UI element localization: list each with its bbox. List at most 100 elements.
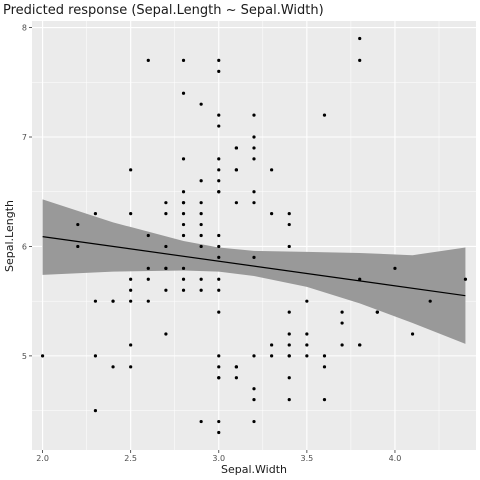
data-point: [199, 212, 203, 216]
data-point: [93, 299, 98, 303]
data-point: [217, 190, 221, 194]
data-point: [199, 201, 203, 205]
data-point: [164, 212, 168, 216]
data-point: [217, 310, 221, 314]
data-point: [181, 266, 186, 270]
data-point: [76, 222, 80, 227]
data-point: [164, 288, 168, 292]
data-point: [199, 102, 203, 106]
data-point: [164, 244, 168, 249]
data-point: [217, 255, 221, 259]
data-point: [234, 201, 238, 205]
data-point: [181, 157, 186, 161]
data-point: [129, 299, 133, 303]
data-point: [287, 332, 291, 336]
data-point: [93, 409, 98, 413]
data-point: [217, 354, 221, 358]
data-point: [217, 376, 221, 380]
data-point: [199, 288, 203, 292]
data-point: [181, 277, 186, 281]
data-point: [287, 244, 291, 249]
data-point: [181, 212, 186, 216]
data-point: [358, 58, 362, 62]
data-point: [217, 365, 221, 369]
data-point: [129, 288, 133, 292]
data-point: [252, 113, 256, 117]
data-point: [164, 201, 168, 205]
data-point: [181, 58, 186, 62]
data-point: [305, 332, 309, 336]
data-point: [129, 365, 133, 369]
data-point: [287, 343, 291, 347]
data-point: [270, 168, 274, 172]
data-point: [270, 212, 274, 216]
data-point: [199, 419, 203, 424]
data-point: [217, 277, 221, 281]
data-point: [305, 354, 309, 358]
data-point: [217, 179, 221, 183]
data-point: [322, 354, 327, 358]
data-point: [305, 299, 309, 303]
data-point: [252, 146, 256, 150]
data-point: [146, 299, 150, 303]
data-point: [93, 212, 98, 216]
data-point: [287, 310, 291, 314]
x-tick-label: 4.0: [389, 454, 402, 463]
data-point: [340, 321, 344, 325]
data-point: [217, 157, 221, 161]
data-point: [199, 244, 203, 249]
data-point: [199, 179, 203, 183]
data-point: [287, 354, 291, 358]
x-tick-label: 3.0: [212, 454, 225, 463]
data-point: [270, 343, 274, 347]
data-point: [76, 244, 80, 249]
x-tick-label: 2.0: [36, 454, 49, 463]
data-point: [358, 36, 362, 41]
data-point: [217, 69, 221, 73]
data-point: [322, 365, 327, 369]
data-point: [217, 244, 221, 249]
x-tick-label: 3.5: [300, 454, 313, 463]
data-point: [340, 343, 344, 347]
y-tick-label: 8: [22, 24, 27, 33]
data-point: [252, 387, 256, 391]
data-point: [340, 310, 344, 314]
data-point: [234, 376, 238, 380]
x-axis-ticks: 2.0 2.5 3.0 3.5 4.0: [36, 450, 401, 463]
x-tick-label: 2.5: [124, 454, 137, 463]
data-point: [146, 277, 150, 281]
data-point: [322, 398, 327, 402]
data-point: [358, 277, 362, 281]
data-point: [217, 233, 221, 238]
data-point: [181, 91, 186, 95]
data-point: [287, 222, 291, 227]
data-point: [199, 222, 203, 227]
data-point: [252, 419, 256, 424]
x-axis-title: Sepal.Width: [221, 463, 287, 476]
data-point: [322, 113, 327, 117]
data-point: [181, 201, 186, 205]
data-point: [40, 354, 45, 358]
data-point: [181, 190, 186, 194]
data-point: [146, 233, 150, 238]
regression-line: [42, 236, 466, 297]
data-points: [40, 36, 468, 435]
data-point: [234, 365, 238, 369]
y-axis-title: Sepal.Length: [3, 200, 16, 272]
data-point: [393, 266, 397, 270]
data-point: [287, 212, 291, 216]
data-point: [252, 354, 256, 358]
data-point: [199, 233, 203, 238]
data-point: [111, 365, 115, 369]
data-point: [252, 135, 256, 139]
data-point: [252, 398, 256, 402]
data-point: [217, 419, 221, 424]
data-point: [181, 233, 186, 238]
data-point: [146, 58, 150, 62]
chart-title: Predicted response (Sepal.Length ~ Sepal…: [3, 3, 324, 18]
data-point: [287, 398, 291, 402]
data-point: [234, 146, 238, 150]
data-point: [428, 299, 432, 303]
data-point: [217, 124, 221, 128]
